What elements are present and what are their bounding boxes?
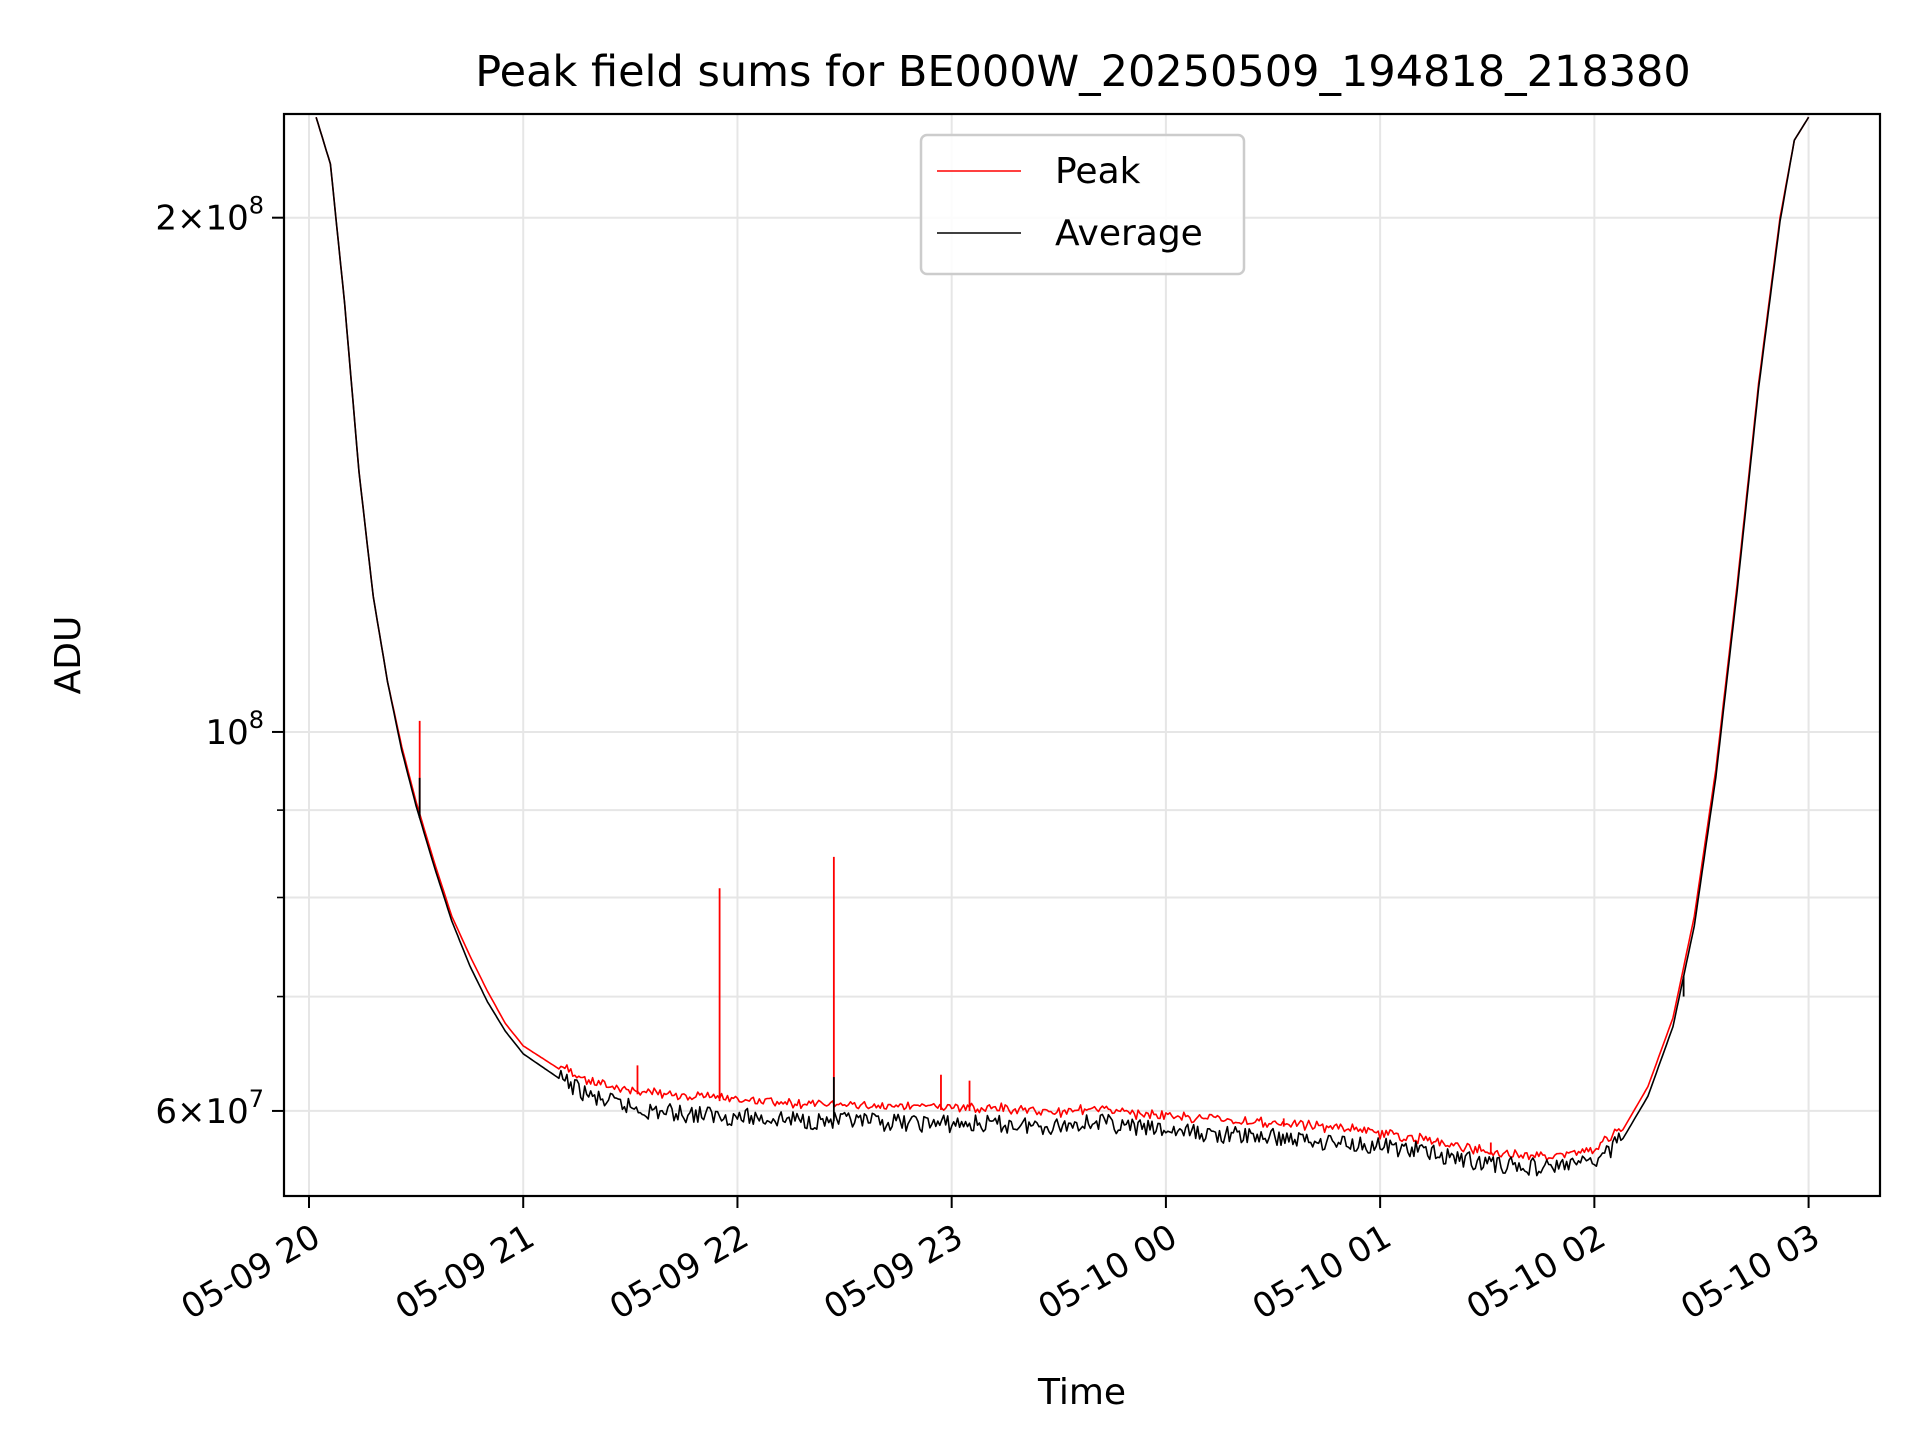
plot-frame <box>282 112 1882 1198</box>
x-axis-label: Time <box>1037 1372 1126 1413</box>
series-line-peak <box>315 116 1810 1161</box>
y-tick-label: 2×108 <box>155 192 264 239</box>
legend-label-peak: Peak <box>1055 151 1141 192</box>
chart-title: Peak field sums for BE000W_20250509_1948… <box>475 47 1691 97</box>
series-layer <box>315 116 1810 1177</box>
legend-label-average: Average <box>1055 213 1203 254</box>
y-axis: 6×107 108 2×108 <box>155 192 284 1132</box>
legend-box <box>919 133 1246 276</box>
series-line-average <box>315 116 1810 1177</box>
legend: Peak Average <box>919 133 1246 276</box>
y-tick-label: 6×107 <box>155 1085 264 1132</box>
y-axis-label: ADU <box>48 616 89 695</box>
series-average <box>315 116 1810 1177</box>
y-tick-label: 108 <box>205 706 264 753</box>
